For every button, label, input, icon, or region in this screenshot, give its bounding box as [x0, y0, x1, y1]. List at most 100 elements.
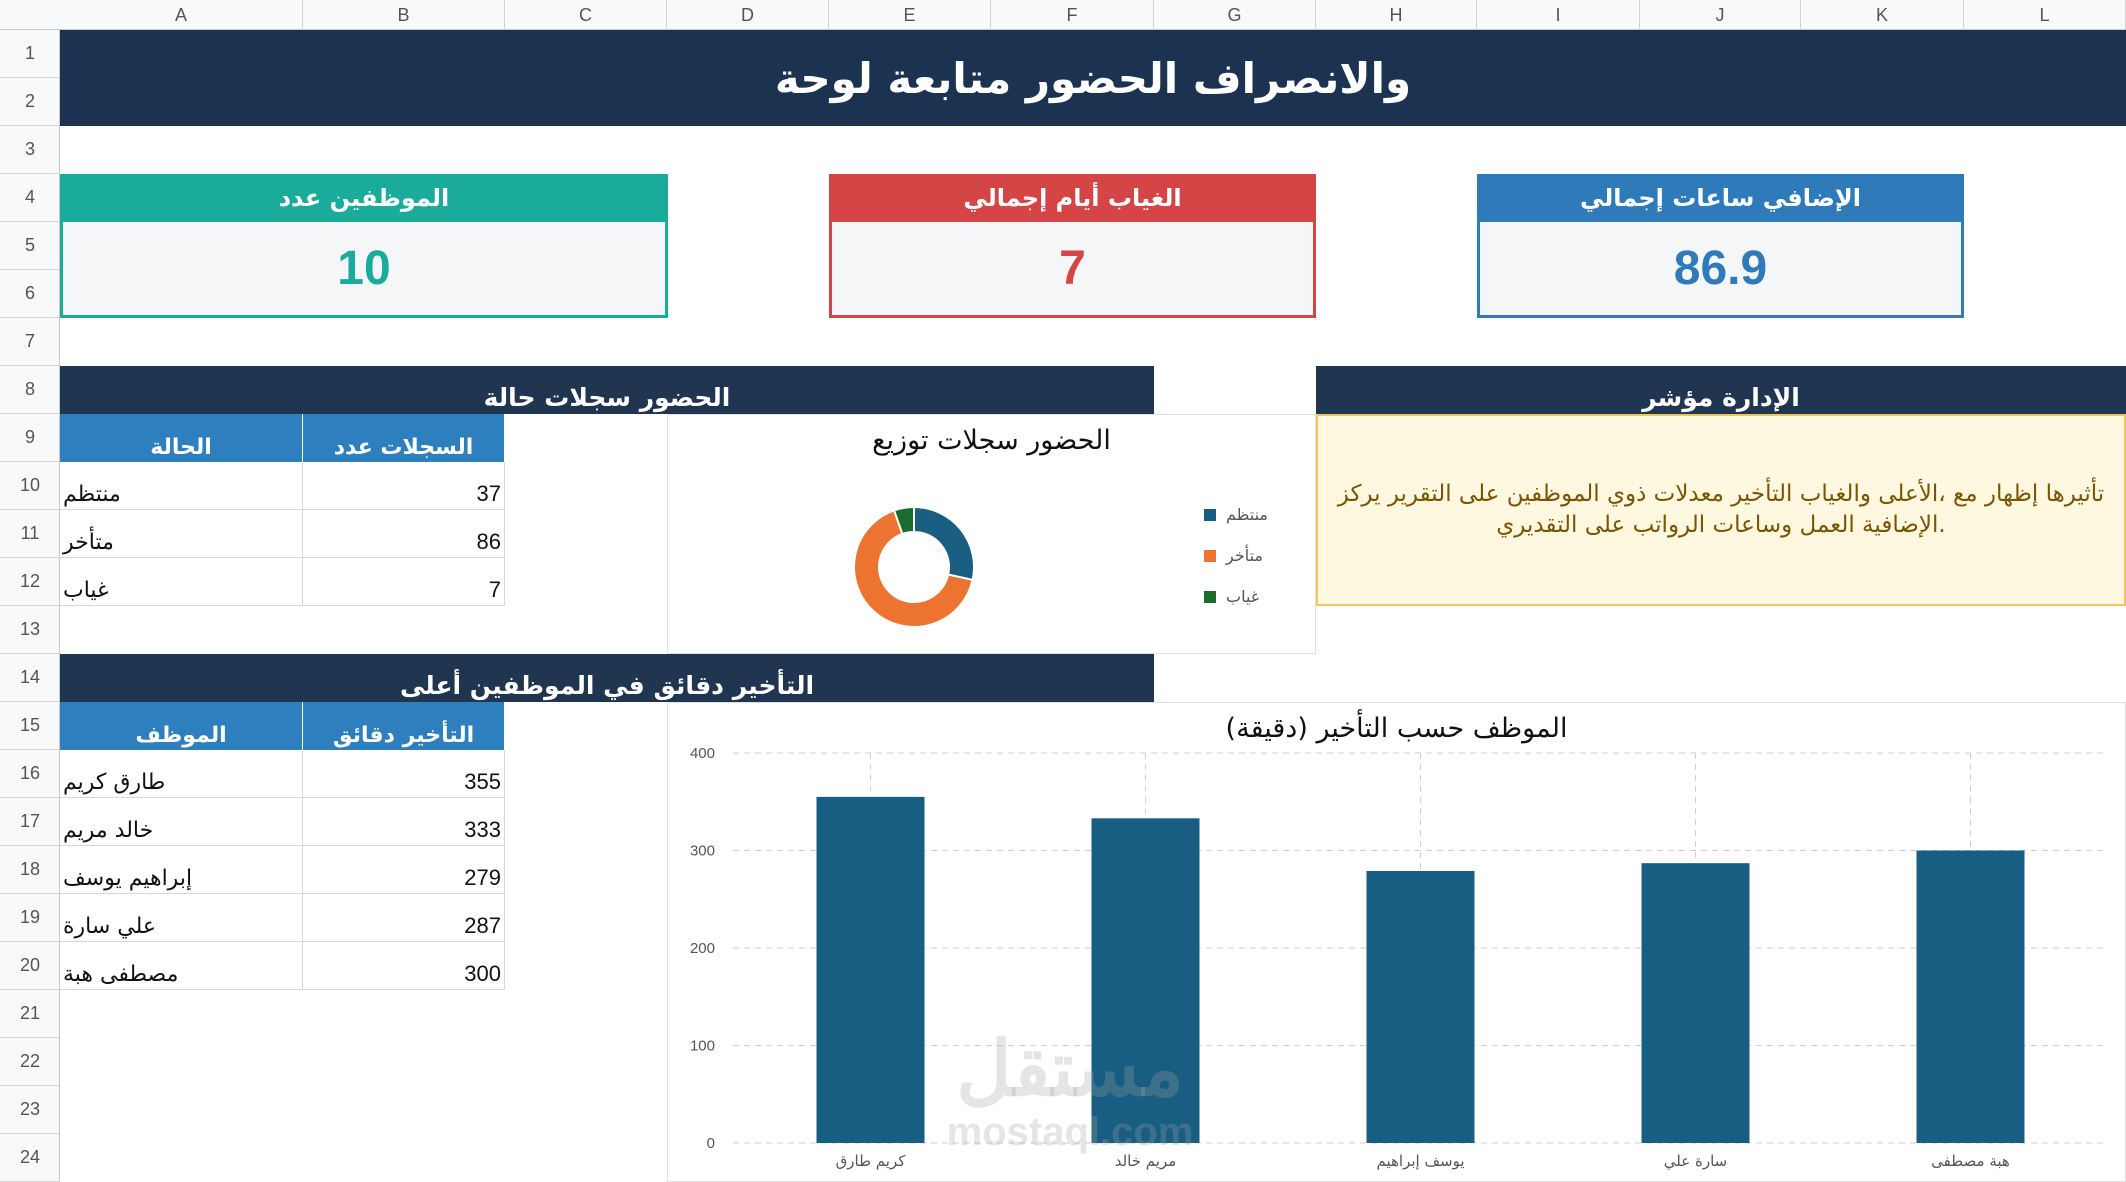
status-row-cell-status[interactable]: غياب [60, 558, 303, 606]
bar-3[interactable] [1641, 863, 1750, 1143]
column-header-h[interactable]: H [1316, 0, 1477, 30]
dashboard-title: والانصراف الحضور متابعة لوحة [60, 30, 2126, 126]
status-row-cell-status[interactable]: متأخر [60, 510, 303, 558]
status-row-cell-count[interactable]: 7 [303, 558, 505, 606]
status-row-cell-status[interactable]: منتظم [60, 462, 303, 510]
kpi-label-employees: الموظفين عدد [60, 174, 668, 222]
row-header-15[interactable]: 15 [0, 702, 60, 750]
bar-y-tick-label: 300 [690, 843, 715, 860]
row-header-13[interactable]: 13 [0, 606, 60, 654]
bar-x-tick-label: يوسف إبراهيم [1377, 1152, 1465, 1170]
bar-2[interactable] [1366, 870, 1475, 1143]
watermark-logo: مستقل mostaql.com [920, 1027, 1220, 1155]
late-row-cell-minutes[interactable]: 287 [303, 894, 505, 942]
late-header-employee[interactable]: الموظف [60, 702, 303, 750]
column-header-i[interactable]: I [1477, 0, 1640, 30]
row-header-24[interactable]: 24 [0, 1134, 60, 1182]
column-header-d[interactable]: D [667, 0, 829, 30]
pie-legend-label: متأخر [1226, 546, 1263, 565]
late-section-title: التأخير دقائق في الموظفين أعلى [60, 654, 1154, 702]
column-header-c[interactable]: C [505, 0, 667, 30]
kpi-card-employees: الموظفين عدد 10 [60, 174, 668, 318]
late-bar-chart: (دقيقة) الموظف حسب التأخير 0 100 200 300 400… [667, 702, 2126, 1182]
row-header-3[interactable]: 3 [0, 126, 60, 174]
pie-chart-title: الحضور سجلات توزيع [872, 425, 1111, 456]
late-row-cell-minutes[interactable]: 333 [303, 798, 505, 846]
pie-legend-label: منتظم [1226, 505, 1268, 524]
status-pie-chart: الحضور سجلات توزيع منتظم متأخر غياب [667, 414, 1316, 654]
bar-x-tick-label: هبة مصطفى [1931, 1152, 2010, 1170]
bar-4[interactable] [1916, 850, 2025, 1144]
bar-y-tick-label: 0 [707, 1135, 715, 1152]
row-header-2[interactable]: 2 [0, 78, 60, 126]
row-header-10[interactable]: 10 [0, 462, 60, 510]
bar-x-tick-label: سارة علي [1664, 1152, 1727, 1171]
row-header-17[interactable]: 17 [0, 798, 60, 846]
status-header-count[interactable]: السجلات عدد [303, 414, 505, 462]
column-header-l[interactable]: L [1964, 0, 2126, 30]
column-header-j[interactable]: J [1640, 0, 1801, 30]
column-header-k[interactable]: K [1801, 0, 1964, 30]
pie-slice-1[interactable] [853, 509, 974, 628]
bar-0[interactable] [816, 796, 925, 1143]
bar-y-tick-label: 200 [690, 940, 715, 957]
row-header-9[interactable]: 9 [0, 414, 60, 462]
row-header-4[interactable]: 4 [0, 174, 60, 222]
row-header-11[interactable]: 11 [0, 510, 60, 558]
row-header-18[interactable]: 18 [0, 846, 60, 894]
row-header-21[interactable]: 21 [0, 990, 60, 1038]
bar-1[interactable] [1091, 818, 1200, 1143]
kpi-card-absence: الغياب أيام إجمالي 7 [829, 174, 1316, 318]
status-row-cell-count[interactable]: 37 [303, 462, 505, 510]
row-header-14[interactable]: 14 [0, 654, 60, 702]
column-header-b[interactable]: B [303, 0, 505, 30]
pie-legend-item[interactable]: متأخر [1204, 546, 1268, 565]
late-row-cell-employee[interactable]: مصطفى هبة [60, 942, 303, 990]
row-header-1[interactable]: 1 [0, 30, 60, 78]
column-header-f[interactable]: F [991, 0, 1154, 30]
kpi-value-absence: 7 [829, 222, 1316, 318]
late-row-cell-employee[interactable]: طارق كريم [60, 750, 303, 798]
row-header-6[interactable]: 6 [0, 270, 60, 318]
status-row-cell-count[interactable]: 86 [303, 510, 505, 558]
late-row-cell-employee[interactable]: إبراهيم يوسف [60, 846, 303, 894]
kpi-label-overtime: الإضافي ساعات إجمالي [1477, 174, 1964, 222]
row-header-5[interactable]: 5 [0, 222, 60, 270]
row-header-22[interactable]: 22 [0, 1038, 60, 1086]
row-header-23[interactable]: 23 [0, 1086, 60, 1134]
pie-legend-swatch [1204, 549, 1216, 562]
bar-y-tick-label: 100 [690, 1038, 715, 1055]
kpi-value-overtime: 86.9 [1477, 222, 1964, 318]
kpi-value-employees: 10 [60, 222, 668, 318]
column-header-a[interactable]: A [60, 0, 303, 30]
pie-slice-2[interactable] [892, 505, 915, 536]
pie-slice-0[interactable] [913, 505, 975, 582]
row-header-16[interactable]: 16 [0, 750, 60, 798]
late-row-cell-minutes[interactable]: 279 [303, 846, 505, 894]
pie-legend-item[interactable]: غياب [1204, 587, 1268, 606]
late-row-cell-minutes[interactable]: 355 [303, 750, 505, 798]
management-insight-text: تأثيرها إظهار مع ،الأعلى والغياب التأخير… [1316, 414, 2126, 606]
bar-x-tick-label: مريم خالد [1115, 1152, 1177, 1170]
pie-legend-item[interactable]: منتظم [1204, 505, 1268, 524]
row-header-19[interactable]: 19 [0, 894, 60, 942]
row-header-8[interactable]: 8 [0, 366, 60, 414]
row-header-20[interactable]: 20 [0, 942, 60, 990]
kpi-label-absence: الغياب أيام إجمالي [829, 174, 1316, 222]
row-header-bar: 1 2 3 4 5 6 7 8 9 10 11 12 13 14 15 16 17 18 19 20 21 22 23 24 [0, 30, 60, 1182]
pie-chart-svg [853, 505, 975, 628]
row-header-12[interactable]: 12 [0, 558, 60, 606]
row-header-7[interactable]: 7 [0, 318, 60, 366]
column-header-g[interactable]: G [1154, 0, 1316, 30]
late-row-cell-employee[interactable]: خالد مريم [60, 798, 303, 846]
column-header-e[interactable]: E [829, 0, 991, 30]
bar-x-tick-label: كريم طارق [836, 1152, 907, 1170]
late-row-cell-employee[interactable]: علي سارة [60, 894, 303, 942]
pie-legend-swatch [1204, 590, 1216, 603]
status-header-status[interactable]: الحالة [60, 414, 303, 462]
pie-chart-legend: منتظم متأخر غياب [1204, 505, 1268, 606]
late-header-minutes[interactable]: التأخير دقائق [303, 702, 505, 750]
late-row-cell-minutes[interactable]: 300 [303, 942, 505, 990]
watermark-arabic: مستقل [956, 1027, 1184, 1112]
